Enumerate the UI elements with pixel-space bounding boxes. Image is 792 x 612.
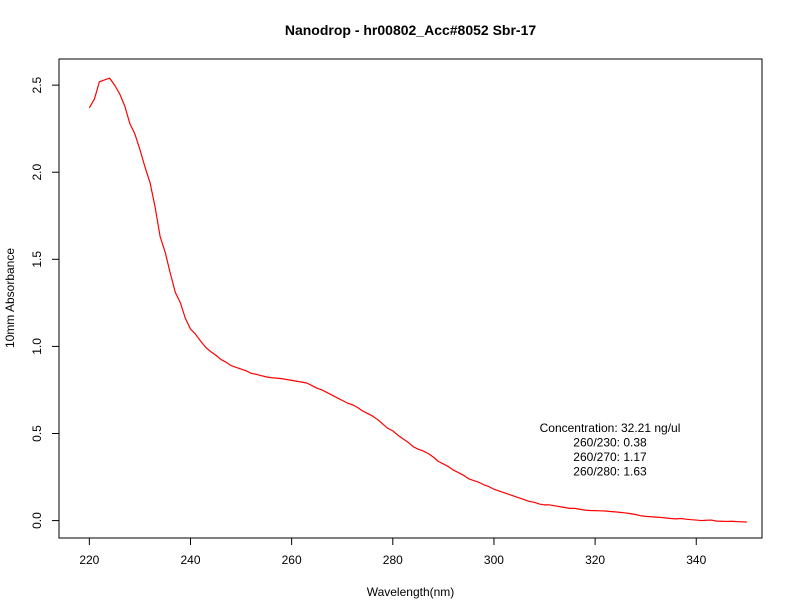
annotation-line: Concentration: 32.21 ng/ul (540, 421, 681, 435)
x-tick-label: 240 (180, 553, 200, 567)
x-tick-label: 280 (383, 553, 403, 567)
x-axis-label: Wavelength(nm) (367, 585, 455, 599)
y-axis-label: 10mm Absorbance (3, 248, 17, 348)
annotation-line: 260/230: 0.38 (573, 436, 647, 450)
x-tick-label: 340 (686, 553, 706, 567)
series-layer (88, 77, 747, 523)
y-tick-label: 2.0 (30, 164, 44, 181)
x-tick-label: 260 (282, 553, 302, 567)
absorbance-series-line (88, 77, 747, 523)
x-tick-label: 320 (585, 553, 605, 567)
plot-frame (58, 58, 763, 539)
y-tick-label: 1.0 (30, 338, 44, 355)
y-axis: 0.0 0.5 1.0 1.5 2.0 2.5 (30, 76, 60, 529)
annotation-line: 260/270: 1.17 (573, 450, 647, 464)
x-tick-label: 220 (79, 553, 99, 567)
annotation-line: 260/280: 1.63 (573, 465, 647, 479)
y-tick-label: 0.0 (30, 512, 44, 529)
x-tick-label: 300 (484, 553, 504, 567)
y-tick-label: 2.5 (30, 76, 44, 93)
y-tick-label: 0.5 (30, 425, 44, 442)
chart-title: Nanodrop - hr00802_Acc#8052 Sbr-17 (285, 22, 537, 38)
y-tick-label: 1.5 (30, 251, 44, 268)
x-axis: 220 240 260 280 300 320 340 (79, 537, 707, 567)
